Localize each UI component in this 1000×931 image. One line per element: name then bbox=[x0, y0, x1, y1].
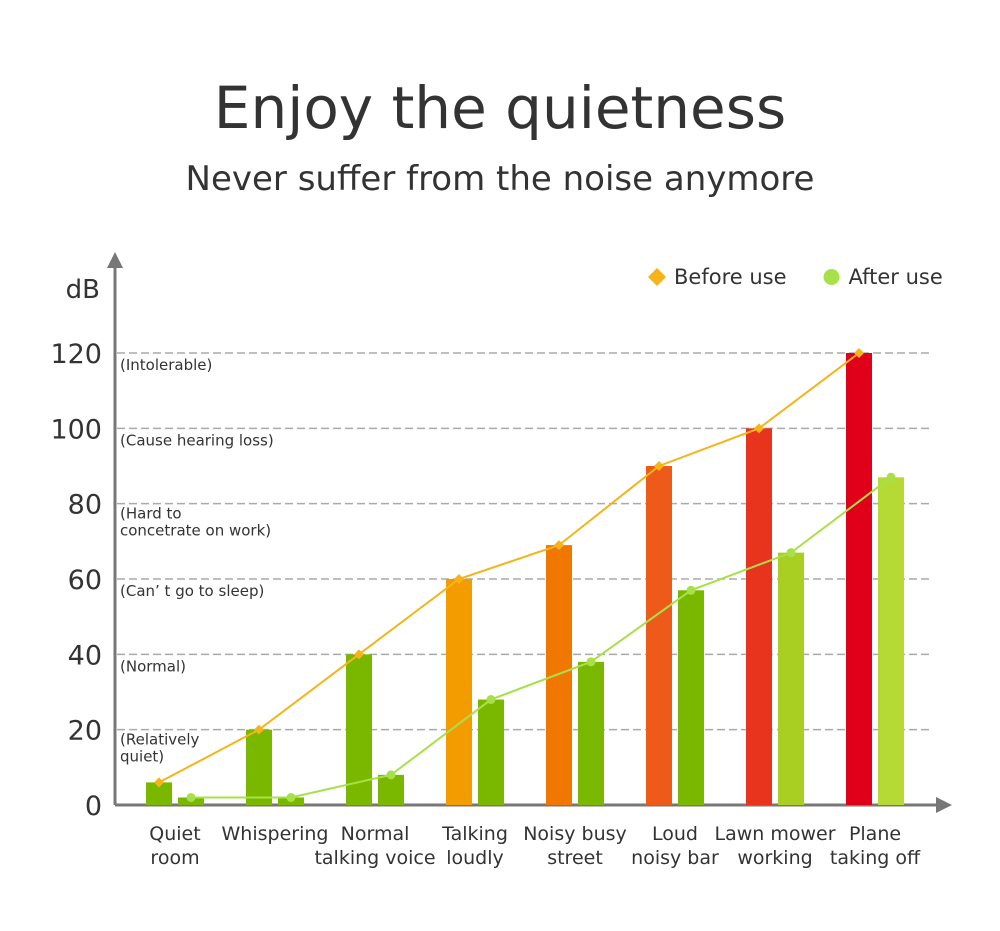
y-tick-label: 60 bbox=[68, 565, 102, 596]
y-tick-label: 100 bbox=[50, 414, 102, 445]
chart-subtitle: Never suffer from the noise anymore bbox=[186, 159, 815, 199]
point bbox=[854, 348, 864, 358]
y-axis-arrow bbox=[107, 252, 123, 268]
point bbox=[354, 649, 364, 660]
x-tick-label: Whispering bbox=[222, 823, 329, 845]
x-tick-label: Quiet bbox=[149, 823, 200, 845]
y-tick-label: 20 bbox=[68, 716, 102, 747]
x-tick-label: working bbox=[737, 847, 812, 869]
x-tick-label: noisy bar bbox=[631, 847, 719, 869]
level-label: concetrate on work) bbox=[120, 522, 271, 540]
point bbox=[154, 777, 164, 788]
level-label: (Hard to bbox=[120, 505, 182, 523]
point bbox=[886, 472, 896, 482]
bar bbox=[846, 353, 872, 805]
level-label: (Relatively bbox=[120, 731, 200, 749]
y-tick-label: 0 bbox=[85, 791, 102, 822]
point bbox=[486, 695, 496, 705]
x-tick-label: street bbox=[547, 847, 603, 869]
level-label: quiet) bbox=[120, 748, 164, 766]
point bbox=[454, 574, 464, 584]
bar bbox=[646, 466, 672, 805]
x-tick-label: Loud bbox=[652, 823, 698, 845]
x-tick-label: Talking bbox=[441, 823, 508, 845]
y-axis-label: dB bbox=[66, 275, 100, 305]
chart-title: Enjoy the quietness bbox=[214, 74, 786, 142]
bar bbox=[746, 428, 772, 805]
bar bbox=[546, 545, 572, 805]
x-tick-label: Lawn mower bbox=[714, 823, 835, 845]
bar bbox=[478, 699, 504, 805]
y-tick-label: 120 bbox=[50, 339, 102, 370]
level-label: (Intolerable) bbox=[120, 356, 212, 374]
bar bbox=[778, 552, 804, 805]
y-tick-label: 80 bbox=[68, 490, 102, 521]
x-tick-label: room bbox=[150, 847, 199, 869]
x-axis-arrow bbox=[936, 797, 952, 813]
x-tick-label: talking voice bbox=[314, 847, 435, 869]
bar bbox=[446, 579, 472, 805]
y-tick-label: 40 bbox=[68, 640, 102, 671]
point bbox=[186, 792, 196, 802]
x-tick-label: Noisy busy bbox=[523, 823, 627, 845]
point bbox=[754, 423, 764, 434]
x-tick-label: Normal bbox=[341, 823, 410, 845]
point bbox=[554, 540, 564, 551]
legend-label: Before use bbox=[674, 265, 787, 289]
point bbox=[386, 770, 396, 780]
legend-marker bbox=[823, 269, 840, 285]
level-label: (Can’ t go to sleep) bbox=[120, 582, 264, 600]
line bbox=[191, 476, 892, 799]
point bbox=[686, 585, 696, 595]
bar bbox=[378, 774, 404, 805]
point bbox=[654, 461, 664, 471]
bar bbox=[878, 477, 904, 805]
point bbox=[254, 724, 264, 735]
line bbox=[158, 352, 860, 784]
x-tick-label: Plane bbox=[849, 823, 901, 845]
point bbox=[586, 657, 596, 667]
point bbox=[786, 548, 796, 558]
legend-label: After use bbox=[849, 265, 943, 289]
x-tick-label: loudly bbox=[446, 847, 504, 869]
legend-marker bbox=[648, 268, 666, 286]
bar bbox=[678, 590, 704, 805]
bar bbox=[146, 782, 172, 805]
point bbox=[286, 792, 296, 802]
level-label: (Cause hearing loss) bbox=[120, 431, 274, 449]
level-label: (Normal) bbox=[120, 657, 186, 675]
x-tick-label: taking off bbox=[830, 847, 921, 869]
bar bbox=[246, 729, 272, 805]
bar bbox=[578, 661, 604, 805]
